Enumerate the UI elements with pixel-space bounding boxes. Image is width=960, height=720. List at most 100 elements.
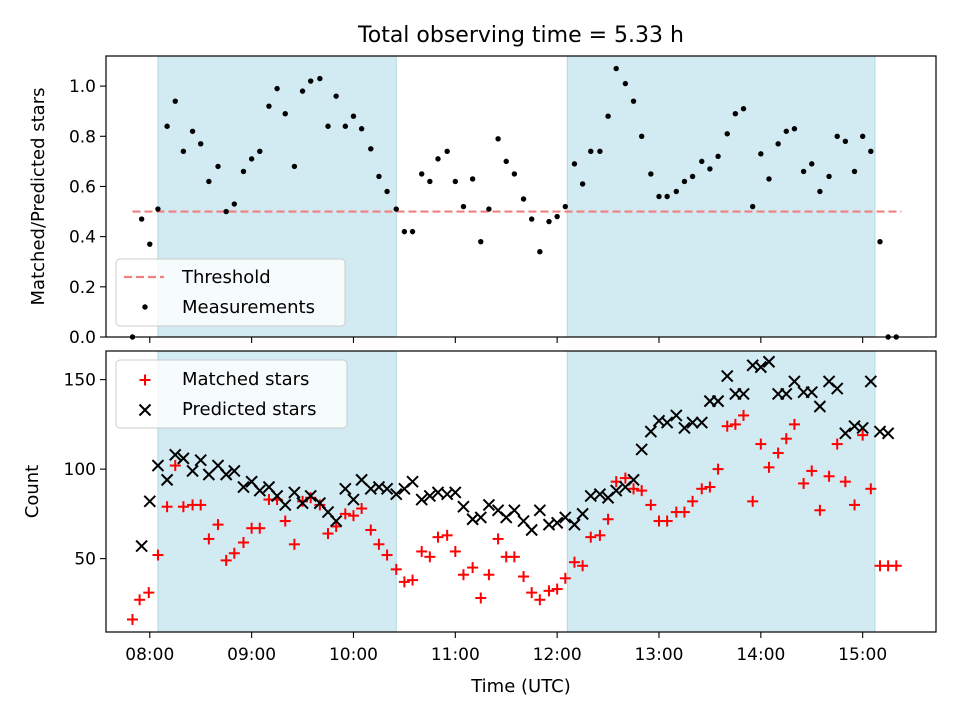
predicted-star-point <box>406 475 419 488</box>
measurement-point <box>368 146 374 152</box>
y-tick-label: 0.2 <box>69 278 96 298</box>
cross-stroke <box>627 473 640 487</box>
measurement-point <box>350 113 357 119</box>
cross-stroke <box>151 459 165 472</box>
measurement-point <box>648 171 654 177</box>
cross-stroke <box>423 489 437 503</box>
predicted-star-point <box>550 516 564 530</box>
matched-star-point <box>865 483 877 495</box>
cross-stroke <box>839 427 852 440</box>
measurement-point <box>155 206 161 212</box>
cross-stroke <box>542 518 556 531</box>
matched-star-point <box>508 551 520 563</box>
predicted-star-point <box>881 427 895 440</box>
cross-stroke <box>788 375 801 388</box>
predicted-star-point <box>762 355 776 368</box>
cross-stroke <box>644 425 658 438</box>
cross-stroke <box>517 514 530 528</box>
x-tick-label: 14:00 <box>736 645 785 665</box>
matched-star-point <box>568 556 580 568</box>
cross-stroke <box>721 369 734 383</box>
measurement-point <box>630 98 637 104</box>
predicted-star-point <box>474 511 487 524</box>
matched-star-point <box>322 528 334 540</box>
predicted-star-point <box>194 453 207 467</box>
measurement-point <box>307 78 314 84</box>
cross-stroke <box>169 448 182 462</box>
measurement-point <box>622 80 629 87</box>
matched-star-point <box>381 549 393 561</box>
matched-star-point <box>628 483 640 495</box>
cross-stroke <box>610 484 623 497</box>
y-tick-label: 150 <box>64 371 96 391</box>
predicted-star-point <box>635 443 648 456</box>
y-tick-label: 50 <box>74 550 96 570</box>
matched-star-point <box>220 554 232 566</box>
predicted-star-point <box>695 416 708 429</box>
cross-stroke <box>339 482 352 496</box>
matched-star-point <box>594 529 606 541</box>
predicted-star-point <box>135 539 148 553</box>
predicted-star-point <box>279 498 292 512</box>
cross-stroke <box>355 473 368 487</box>
measurement-point <box>401 228 408 235</box>
matched-star-point <box>330 520 342 532</box>
cross-stroke <box>474 511 487 524</box>
matched-star-point <box>356 503 368 515</box>
measurement-point <box>740 105 747 112</box>
measurement-point <box>732 111 739 117</box>
matched-star-point <box>457 569 469 581</box>
matched-star-point <box>585 531 597 543</box>
cross-stroke <box>491 504 505 517</box>
cross-stroke <box>550 516 564 530</box>
measurement-point <box>452 178 459 185</box>
measurement-point <box>478 238 484 245</box>
cross-stroke <box>321 505 335 519</box>
cross-stroke <box>737 387 750 401</box>
measurement-point <box>164 123 170 129</box>
cross-stroke <box>237 480 250 494</box>
predicted-star-point <box>339 482 352 496</box>
matched-star-point <box>518 571 530 583</box>
cross-stroke <box>262 480 276 494</box>
cross-stroke <box>813 400 827 413</box>
matched-star-point <box>857 429 869 441</box>
matched-star-point <box>823 470 835 482</box>
measurement-point <box>215 163 221 170</box>
matched-star-point <box>177 501 189 513</box>
predicted-star-point <box>228 464 241 478</box>
predicted-star-point <box>788 375 801 388</box>
measurement-point <box>358 126 365 132</box>
cross-stroke <box>762 355 776 368</box>
cross-stroke <box>525 523 538 537</box>
matched-star-point <box>747 495 759 507</box>
predicted-star-point <box>678 421 691 435</box>
measurement-point <box>715 153 721 160</box>
predicted-star-point <box>686 416 699 429</box>
matched-star-point <box>729 418 741 430</box>
cross-stroke <box>635 443 648 456</box>
cross-stroke <box>415 493 428 506</box>
cross-stroke <box>805 385 818 399</box>
predicted-star-point <box>423 489 437 503</box>
cross-stroke <box>390 487 403 501</box>
predicted-star-point <box>169 448 182 462</box>
cross-stroke <box>780 387 793 401</box>
matched-star-point <box>704 481 716 493</box>
cross-stroke <box>660 416 674 429</box>
legend-matched-label: Matched stars <box>182 369 309 390</box>
cross-stroke <box>228 464 241 478</box>
predicted-star-point <box>508 504 521 517</box>
predicted-star-point <box>415 493 428 506</box>
cross-stroke <box>160 473 174 487</box>
predicted-star-markers <box>135 355 895 553</box>
predicted-star-point <box>721 369 734 383</box>
cross-stroke <box>304 489 317 503</box>
matched-star-point <box>798 477 810 489</box>
legend-predicted-label: Predicted stars <box>182 399 316 420</box>
predicted-star-point <box>856 421 869 435</box>
measurement-point <box>469 176 476 182</box>
measurement-point <box>859 133 866 139</box>
cross-stroke <box>856 421 869 435</box>
y-tick-label: 0.0 <box>69 328 96 348</box>
